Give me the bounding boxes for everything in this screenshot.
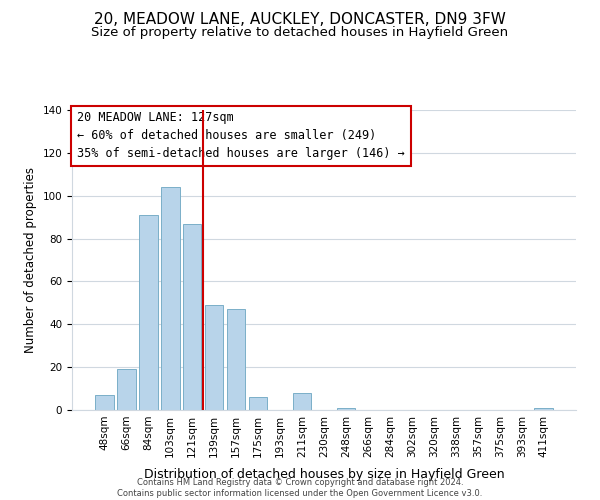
Text: Contains HM Land Registry data © Crown copyright and database right 2024.
Contai: Contains HM Land Registry data © Crown c… xyxy=(118,478,482,498)
Bar xyxy=(139,215,158,410)
Text: 20 MEADOW LANE: 127sqm
← 60% of detached houses are smaller (249)
35% of semi-de: 20 MEADOW LANE: 127sqm ← 60% of detached… xyxy=(77,112,405,160)
Text: Size of property relative to detached houses in Hayfield Green: Size of property relative to detached ho… xyxy=(91,26,509,39)
Bar xyxy=(249,397,268,410)
Text: 20, MEADOW LANE, AUCKLEY, DONCASTER, DN9 3FW: 20, MEADOW LANE, AUCKLEY, DONCASTER, DN9… xyxy=(94,12,506,28)
Bar xyxy=(337,408,355,410)
Bar xyxy=(227,310,245,410)
Y-axis label: Number of detached properties: Number of detached properties xyxy=(24,167,37,353)
Bar xyxy=(117,370,136,410)
Bar xyxy=(161,187,179,410)
Bar xyxy=(95,395,113,410)
Bar xyxy=(293,393,311,410)
Bar xyxy=(183,224,202,410)
Bar xyxy=(205,305,223,410)
X-axis label: Distribution of detached houses by size in Hayfield Green: Distribution of detached houses by size … xyxy=(143,468,505,481)
Bar xyxy=(535,408,553,410)
